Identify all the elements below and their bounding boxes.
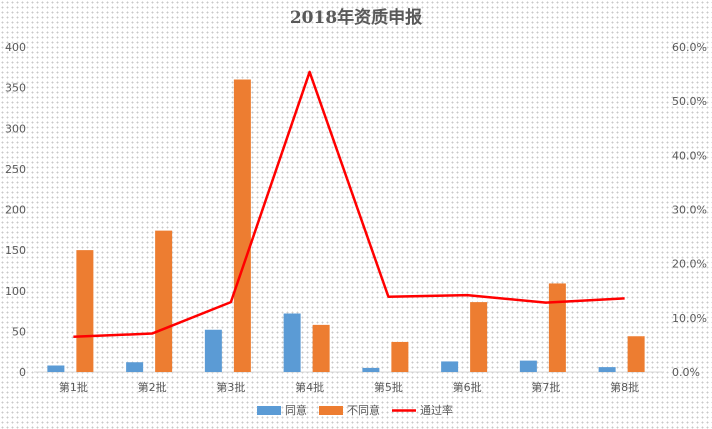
category-label: 第2批: [138, 380, 167, 394]
bar-agree: [441, 361, 459, 372]
bar-agree: [598, 367, 616, 372]
right-axis-tick-label: 10.0%: [672, 312, 707, 325]
right-axis-tick-label: 60.0%: [672, 41, 707, 54]
category-label: 第1批: [59, 380, 88, 394]
bar-disagree: [391, 341, 409, 372]
left-axis-tick-label: 200: [5, 204, 26, 217]
left-axis-tick-label: 150: [5, 244, 26, 257]
right-axis-tick-label: 30.0%: [672, 204, 707, 217]
category-label: 第5批: [374, 380, 403, 394]
bar-agree: [362, 367, 380, 372]
bar-disagree: [155, 230, 173, 372]
legend: 同意 不同意 通过率: [257, 403, 453, 417]
right-axis-tick-label: 0.0%: [672, 366, 700, 379]
category-label: 第4批: [295, 380, 324, 394]
bar-disagree: [76, 250, 94, 372]
bars-group: [47, 79, 645, 372]
left-axis-tick-label: 50: [12, 325, 26, 338]
legend-label: 不同意: [347, 403, 380, 417]
bar-disagree: [627, 336, 645, 372]
legend-label: 同意: [285, 403, 307, 417]
category-label: 第7批: [531, 380, 560, 394]
bar-disagree: [312, 324, 330, 372]
left-axis-tick-label: 350: [5, 82, 26, 95]
rate-line: [73, 70, 625, 339]
category-labels: 第1批 第2批 第3批 第4批 第5批 第6批 第7批 第8批: [59, 380, 639, 394]
right-axis-tick-label: 20.0%: [672, 258, 707, 271]
right-axis-tick-label: 40.0%: [672, 149, 707, 162]
left-axis-tick-label: 0: [19, 366, 26, 379]
bar-agree: [126, 362, 144, 372]
left-axis-ticks: 0 50 100 150 200 250 300 350 400: [5, 41, 26, 379]
legend-swatch: [319, 406, 343, 415]
left-axis-tick-label: 250: [5, 163, 26, 176]
bar-agree: [204, 329, 222, 372]
left-axis-tick-label: 100: [5, 285, 26, 298]
category-label: 第3批: [216, 380, 245, 394]
bar-disagree: [233, 79, 251, 372]
right-axis-tick-label: 50.0%: [672, 95, 707, 108]
legend-swatch: [257, 406, 281, 415]
category-label: 第8批: [610, 380, 639, 394]
bar-disagree: [548, 283, 566, 372]
chart-title: 2018年资质申报: [290, 7, 422, 28]
bar-agree: [519, 360, 537, 372]
legend-label: 通过率: [420, 403, 453, 417]
bar-agree: [283, 313, 301, 372]
category-label: 第6批: [453, 380, 482, 394]
bar-disagree: [470, 302, 488, 372]
bar-agree: [47, 365, 65, 372]
left-axis-tick-label: 400: [5, 41, 26, 54]
right-axis-ticks: 0.0% 10.0% 20.0% 30.0% 40.0% 50.0% 60.0%: [672, 41, 707, 379]
rate-line-group: [73, 70, 625, 339]
left-axis-tick-label: 300: [5, 122, 26, 135]
